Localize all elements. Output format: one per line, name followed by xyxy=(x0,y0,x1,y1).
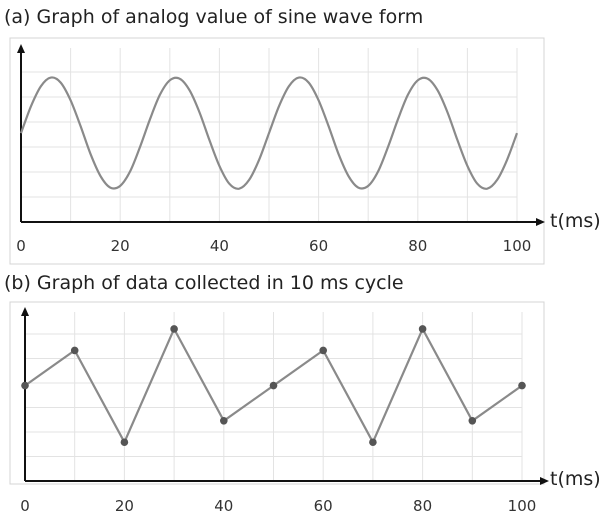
chart-b-title: (b) Graph of data collected in 10 ms cyc… xyxy=(4,272,404,294)
data-point xyxy=(518,381,526,390)
data-point xyxy=(120,438,129,447)
x-tick-label: 40 xyxy=(210,237,229,255)
chart-a-x-axis-label: t(ms) xyxy=(550,210,601,232)
x-axis-arrow-icon xyxy=(540,477,549,485)
chart-a-series xyxy=(19,76,519,190)
x-tick-label: 20 xyxy=(111,237,130,255)
y-axis-arrow-icon xyxy=(21,307,29,316)
chart-b-series xyxy=(21,325,526,447)
data-point xyxy=(319,346,328,355)
data-point xyxy=(70,346,79,355)
chart-a: 0 20 40 60 80 100 t(ms) xyxy=(9,37,601,265)
x-tick-label: 80 xyxy=(413,497,432,515)
chart-b-tick-labels: 0 20 40 60 80 100 xyxy=(20,497,536,515)
data-point xyxy=(220,416,228,425)
chart-a-tick-labels: 0 20 40 60 80 100 xyxy=(16,237,531,255)
chart-a-frame xyxy=(9,37,545,265)
chart-b: 0 20 40 60 80 100 t(ms) xyxy=(9,301,601,515)
data-point xyxy=(369,438,377,447)
chart-b-grid xyxy=(25,312,523,481)
chart-a-axes xyxy=(17,44,545,226)
chart-a-title: (a) Graph of analog value of sine wave f… xyxy=(4,6,424,28)
x-tick-label: 0 xyxy=(16,237,26,255)
chart-b-x-axis-label: t(ms) xyxy=(550,468,601,490)
data-point xyxy=(468,416,477,425)
data-point xyxy=(418,325,427,333)
x-tick-label: 40 xyxy=(214,497,233,515)
x-tick-label: 20 xyxy=(115,497,134,515)
series-line xyxy=(19,76,519,190)
x-tick-label: 0 xyxy=(20,497,30,515)
y-axis-arrow-icon xyxy=(17,44,25,53)
chart-a-grid xyxy=(21,48,518,222)
x-tick-label: 100 xyxy=(503,237,532,255)
x-axis-arrow-icon xyxy=(536,218,545,226)
data-point xyxy=(269,381,278,390)
x-tick-label: 100 xyxy=(508,497,537,515)
x-tick-label: 80 xyxy=(408,237,427,255)
data-point xyxy=(170,325,178,333)
x-tick-label: 60 xyxy=(314,497,333,515)
data-point xyxy=(21,381,29,390)
x-tick-label: 60 xyxy=(309,237,328,255)
chart-b-axes xyxy=(21,307,549,485)
